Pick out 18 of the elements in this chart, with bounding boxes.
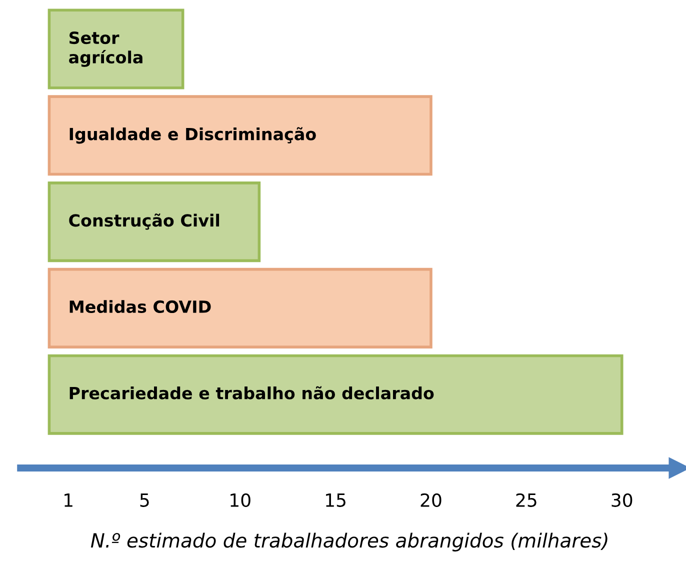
x-tick-label: 10	[230, 493, 250, 507]
y-tick-label: Igualdade e Discriminação	[70, 127, 316, 144]
bar	[48, 182, 261, 262]
x-tick-label: 20	[420, 493, 442, 507]
y-tick-label: Medidas COVID	[70, 300, 211, 314]
x-tick-label: 15	[326, 494, 346, 507]
bar	[48, 268, 432, 348]
bar	[48, 8, 184, 90]
x-tick-label: 5	[140, 494, 149, 507]
bar	[48, 95, 432, 176]
x-tick-label: 1	[64, 494, 72, 507]
x-tick-label: 30	[612, 493, 632, 507]
y-tick-label: Construção Civil	[69, 213, 220, 230]
x-tick-label: 25	[516, 493, 536, 507]
y-tick-label: Setor agrícola	[69, 31, 142, 67]
x-axis-title: N.º estimado de trabalhadores abrangidos (milhares)	[90, 532, 608, 552]
bar	[48, 354, 624, 435]
y-tick-label: Precariedade e trabalho não declarado	[70, 386, 434, 400]
